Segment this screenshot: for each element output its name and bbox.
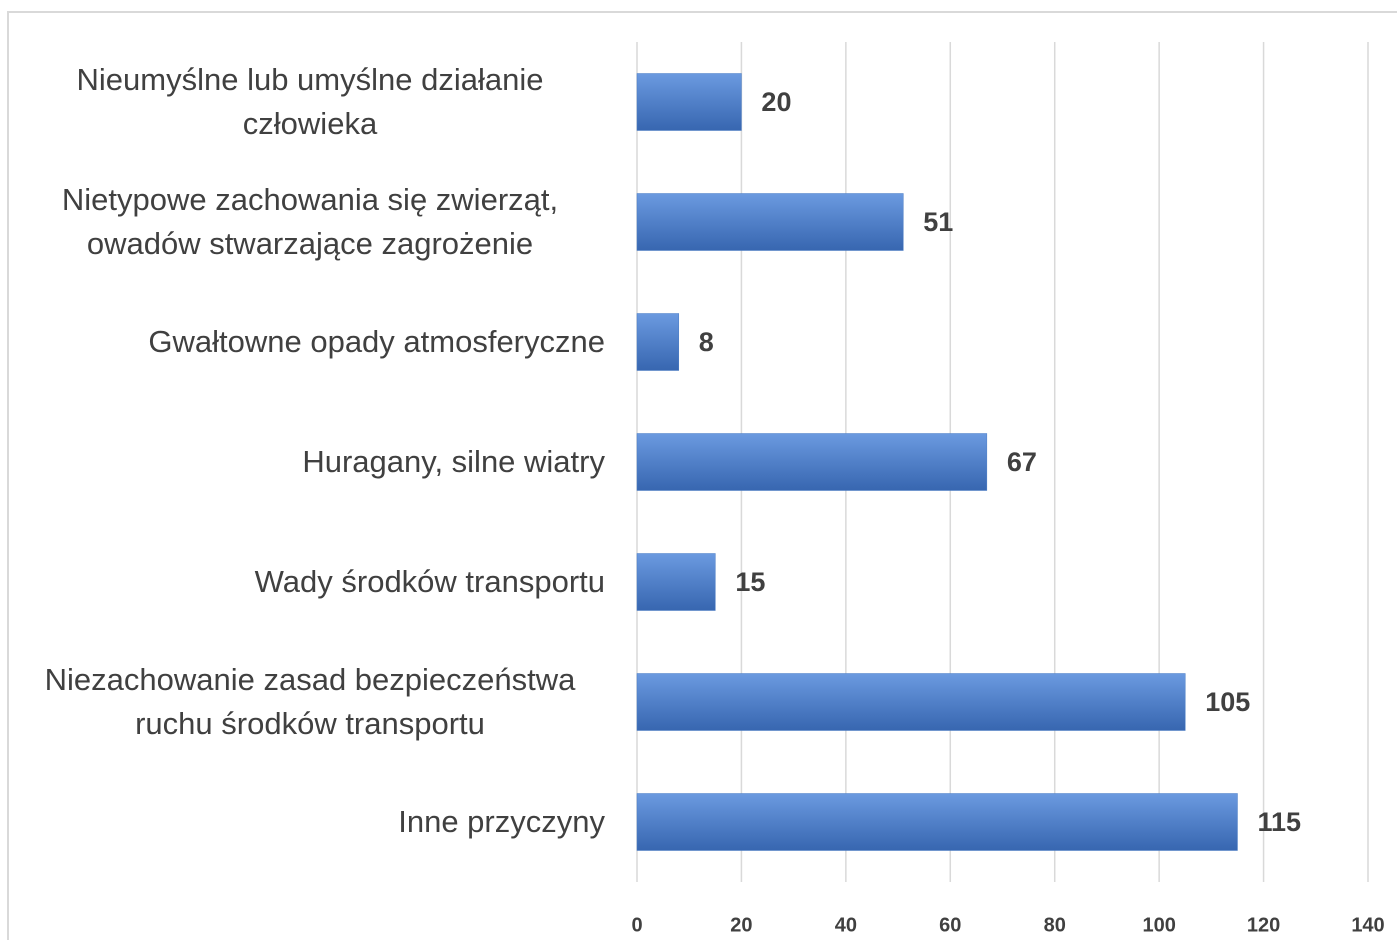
x-tick-label: 140 [1351, 914, 1384, 936]
x-tick-label: 20 [730, 914, 752, 936]
x-tick-label: 120 [1247, 914, 1280, 936]
chart-border [7, 11, 1397, 940]
bar [636, 793, 1238, 851]
y-tick-label: Inne przyczyny [398, 804, 605, 839]
x-tick-label: 0 [631, 914, 642, 936]
y-tick-label: Wady środków transportu [254, 564, 605, 599]
value-label: 67 [1007, 447, 1037, 477]
bar [636, 553, 716, 611]
value-label: 20 [761, 87, 791, 117]
x-tick-label: 80 [1044, 914, 1066, 936]
y-tick-label: Nieumyślne lub umyślne działanie człowie… [76, 62, 544, 141]
y-tick-label: Huragany, silne wiatry [302, 444, 605, 479]
x-tick-label: 40 [835, 914, 857, 936]
value-label: 51 [923, 207, 953, 237]
y-tick-label: Gwałtowne opady atmosferyczne [148, 324, 605, 359]
bar [636, 193, 904, 251]
y-tick-label: Niezachowanie zasad bezpieczeństwa ruchu… [44, 662, 576, 741]
value-label: 15 [735, 567, 765, 597]
value-label: 115 [1257, 807, 1301, 837]
value-label: 105 [1205, 687, 1250, 717]
x-tick-label: 100 [1142, 914, 1175, 936]
bar [636, 433, 988, 491]
bar [636, 313, 680, 371]
value-label: 8 [699, 327, 714, 357]
x-tick-label: 60 [939, 914, 961, 936]
bar [636, 673, 1186, 731]
bar [636, 73, 742, 131]
y-tick-label: Nietypowe zachowania się zwierząt, owadó… [61, 182, 559, 261]
